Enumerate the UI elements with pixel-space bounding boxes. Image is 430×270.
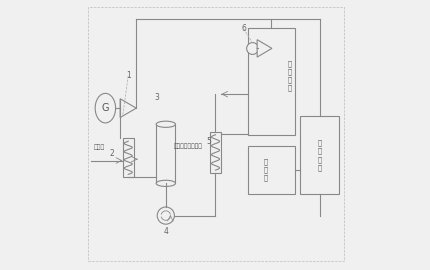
Ellipse shape	[156, 121, 175, 127]
Bar	[247, 28, 294, 135]
Text: 2: 2	[110, 149, 114, 158]
Bar	[156, 124, 175, 183]
Text: 蒸
汽
透
平: 蒸 汽 透 平	[287, 60, 291, 91]
Polygon shape	[120, 99, 136, 117]
Text: 5: 5	[206, 137, 211, 146]
Text: 1: 1	[126, 71, 130, 80]
Text: 4: 4	[163, 227, 168, 236]
Bar	[122, 138, 134, 177]
Circle shape	[246, 43, 258, 55]
Text: 冷
凝
水: 冷 凝 水	[263, 158, 267, 181]
Ellipse shape	[156, 180, 175, 187]
Text: 蒸汽透平排出乏汽: 蒸汽透平排出乏汽	[173, 143, 203, 149]
Bar	[209, 132, 221, 173]
Polygon shape	[257, 40, 271, 57]
Ellipse shape	[95, 93, 115, 123]
Bar	[247, 146, 294, 194]
Bar	[299, 116, 338, 194]
Text: 冷却水: 冷却水	[94, 144, 105, 150]
Text: 3: 3	[154, 93, 159, 102]
Text: 6: 6	[241, 24, 246, 33]
Text: G: G	[101, 103, 109, 113]
Text: 蒸
汽
锅
炉: 蒸 汽 锅 炉	[317, 140, 321, 171]
Circle shape	[157, 207, 174, 224]
